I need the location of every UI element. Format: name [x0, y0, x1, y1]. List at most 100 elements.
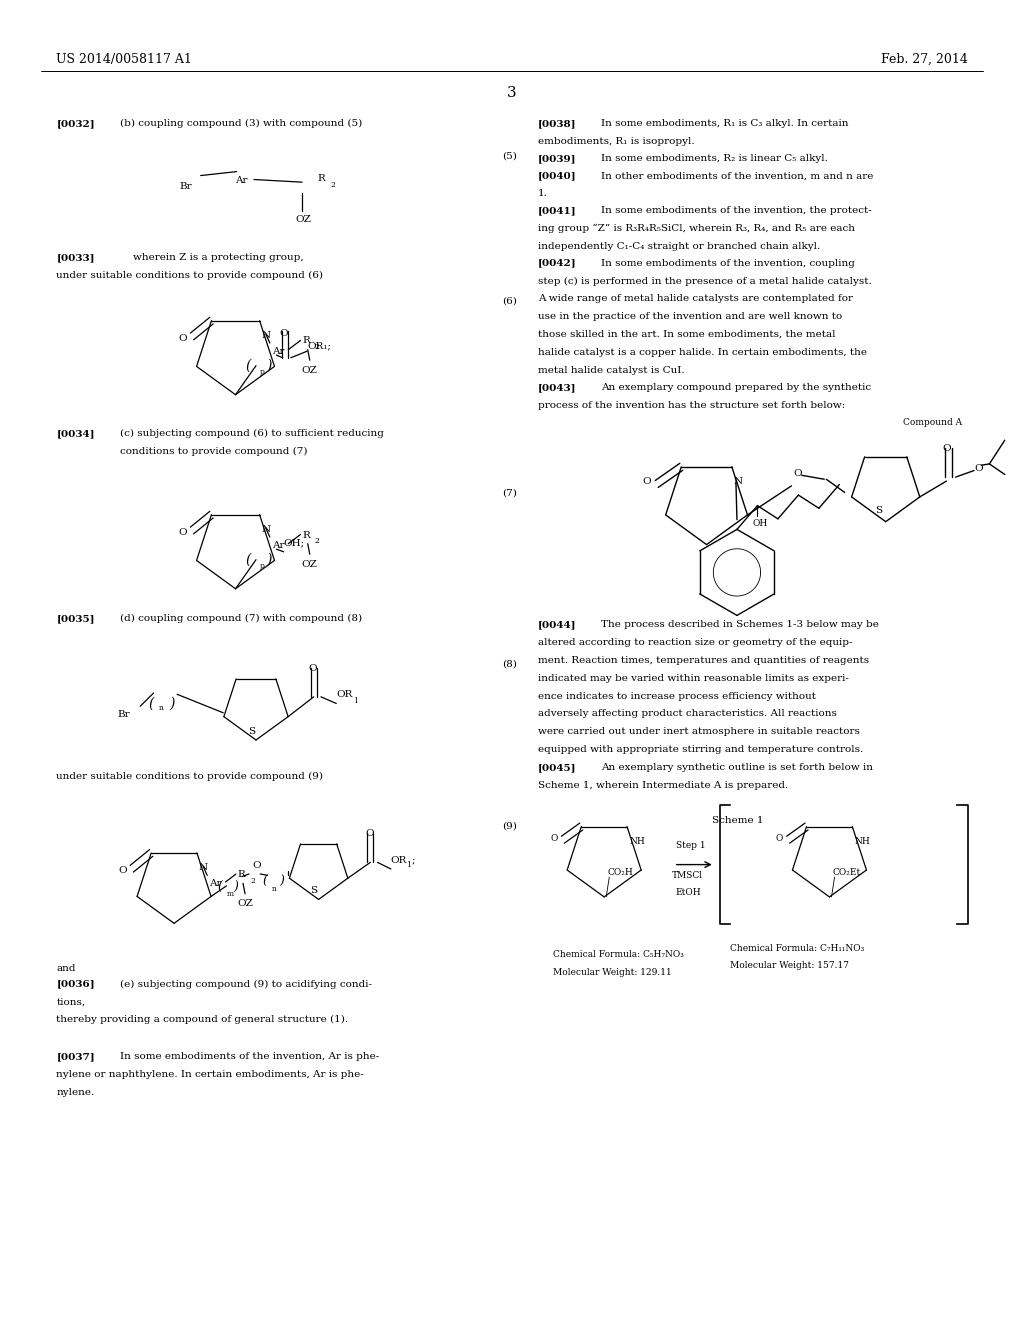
Text: The process described in Schemes 1-3 below may be: The process described in Schemes 1-3 bel… [601, 620, 879, 630]
Text: were carried out under inert atmosphere in suitable reactors: were carried out under inert atmosphere … [538, 727, 859, 737]
Text: US 2014/0058117 A1: US 2014/0058117 A1 [56, 53, 193, 66]
Text: OH: OH [753, 519, 768, 528]
Text: (d) coupling compound (7) with compound (8): (d) coupling compound (7) with compound … [120, 614, 361, 623]
Text: In some embodiments of the invention, the protect-: In some embodiments of the invention, th… [601, 206, 871, 215]
Text: independently C₁-C₄ straight or branched chain alkyl.: independently C₁-C₄ straight or branched… [538, 242, 820, 251]
Text: O: O [308, 664, 317, 673]
Text: O: O [551, 834, 558, 843]
Text: 2: 2 [250, 876, 255, 884]
Text: (c) subjecting compound (6) to sufficient reducing: (c) subjecting compound (6) to sufficien… [120, 429, 384, 438]
Text: conditions to provide compound (7): conditions to provide compound (7) [120, 446, 307, 455]
Text: In some embodiments, R₂ is linear C₅ alkyl.: In some embodiments, R₂ is linear C₅ alk… [601, 154, 828, 164]
Text: OZ: OZ [295, 215, 311, 224]
Text: 1: 1 [407, 861, 411, 869]
Text: [0041]: [0041] [538, 206, 577, 215]
Text: use in the practice of the invention and are well known to: use in the practice of the invention and… [538, 313, 842, 321]
Text: [0032]: [0032] [56, 119, 95, 128]
Text: In some embodiments of the invention, Ar is phe-: In some embodiments of the invention, Ar… [120, 1052, 379, 1061]
Text: n: n [271, 884, 276, 892]
Text: tions,: tions, [56, 998, 85, 1006]
Text: 2: 2 [331, 181, 336, 189]
Text: Ar: Ar [272, 541, 285, 550]
Text: OZ: OZ [302, 366, 317, 375]
Text: O: O [178, 334, 187, 343]
Text: Ar: Ar [236, 176, 248, 185]
Text: NH: NH [854, 837, 870, 846]
Text: equipped with appropriate stirring and temperature controls.: equipped with appropriate stirring and t… [538, 744, 863, 754]
Text: adversely affecting product characteristics. All reactions: adversely affecting product characterist… [538, 710, 837, 718]
Text: [0044]: [0044] [538, 620, 577, 630]
Text: Feb. 27, 2014: Feb. 27, 2014 [881, 53, 968, 66]
Text: wherein Z is a protecting group,: wherein Z is a protecting group, [120, 253, 303, 263]
Text: OR₁;: OR₁; [307, 342, 331, 351]
Text: An exemplary synthetic outline is set forth below in: An exemplary synthetic outline is set fo… [601, 763, 873, 772]
Text: OH;: OH; [284, 539, 305, 548]
Text: (5): (5) [502, 152, 517, 161]
Text: OZ: OZ [237, 899, 253, 908]
Text: [0036]: [0036] [56, 979, 95, 989]
Text: OR: OR [336, 690, 352, 700]
Text: Br: Br [118, 710, 130, 719]
Text: ): ) [266, 359, 271, 374]
Text: R: R [303, 337, 310, 346]
Text: metal halide catalyst is CuI.: metal halide catalyst is CuI. [538, 366, 684, 375]
Text: O: O [366, 829, 374, 838]
Text: p: p [260, 368, 265, 376]
Text: (b) coupling compound (3) with compound (5): (b) coupling compound (3) with compound … [120, 119, 362, 128]
Text: halide catalyst is a copper halide. In certain embodiments, the: halide catalyst is a copper halide. In c… [538, 348, 866, 356]
Text: Ar: Ar [209, 879, 222, 888]
Text: O: O [178, 528, 187, 537]
Text: 1: 1 [352, 697, 357, 705]
Text: ence indicates to increase process efficiency without: ence indicates to increase process effic… [538, 692, 815, 701]
Text: p: p [260, 562, 265, 570]
Text: [0034]: [0034] [56, 429, 95, 438]
Text: In other embodiments of the invention, m and n are: In other embodiments of the invention, m… [601, 172, 873, 181]
Text: ): ) [169, 697, 174, 711]
Text: (e) subjecting compound (9) to acidifying condi-: (e) subjecting compound (9) to acidifyin… [120, 979, 372, 989]
Text: CO₂H: CO₂H [607, 867, 633, 876]
Text: ): ) [266, 553, 271, 568]
Text: (8): (8) [502, 660, 517, 669]
Text: Chemical Formula: C₅H₇NO₃: Chemical Formula: C₅H₇NO₃ [553, 950, 684, 960]
Text: O: O [252, 861, 261, 870]
Text: [0040]: [0040] [538, 172, 577, 181]
Text: m: m [226, 890, 233, 898]
Text: O: O [794, 469, 802, 478]
Text: OR: OR [391, 855, 408, 865]
Text: OZ: OZ [302, 560, 317, 569]
Text: Scheme 1: Scheme 1 [712, 816, 763, 825]
Text: [0033]: [0033] [56, 253, 95, 263]
Text: O: O [280, 329, 288, 338]
Text: nylene.: nylene. [56, 1088, 94, 1097]
Text: ing group “Z” is R₃R₄R₅SiCl, wherein R₃, R₄, and R₅ are each: ing group “Z” is R₃R₄R₅SiCl, wherein R₃,… [538, 223, 855, 234]
Text: N: N [734, 478, 743, 486]
Text: An exemplary compound prepared by the synthetic: An exemplary compound prepared by the sy… [601, 383, 871, 392]
Text: [0043]: [0043] [538, 383, 577, 392]
Text: In some embodiments, R₁ is C₃ alkyl. In certain: In some embodiments, R₁ is C₃ alkyl. In … [601, 119, 849, 128]
Text: Br: Br [179, 182, 191, 191]
Text: (: ( [148, 697, 154, 711]
Text: ;: ; [412, 855, 415, 865]
Text: Chemical Formula: C₇H₁₁NO₃: Chemical Formula: C₇H₁₁NO₃ [730, 944, 864, 953]
Text: and: and [56, 964, 76, 973]
Text: N: N [199, 863, 208, 873]
Text: nylene or naphthylene. In certain embodiments, Ar is phe-: nylene or naphthylene. In certain embodi… [56, 1069, 365, 1078]
Text: step (c) is performed in the presence of a metal halide catalyst.: step (c) is performed in the presence of… [538, 277, 871, 285]
Text: thereby providing a compound of general structure (1).: thereby providing a compound of general … [56, 1015, 348, 1024]
Text: Compound A: Compound A [903, 418, 963, 428]
Text: Step 1: Step 1 [676, 841, 706, 850]
Text: In some embodiments of the invention, coupling: In some embodiments of the invention, co… [601, 259, 855, 268]
Text: (9): (9) [502, 821, 517, 830]
Text: S: S [876, 506, 883, 515]
Text: ): ) [233, 880, 239, 894]
Text: (: ( [246, 359, 251, 374]
Text: (7): (7) [502, 488, 517, 498]
Text: S: S [310, 886, 317, 895]
Text: 1.: 1. [538, 189, 548, 198]
Text: O: O [974, 463, 983, 473]
Text: (: ( [262, 875, 267, 888]
Text: TMSCl: TMSCl [672, 871, 702, 880]
Text: [0038]: [0038] [538, 119, 577, 128]
Text: [0037]: [0037] [56, 1052, 95, 1061]
Text: Molecular Weight: 157.17: Molecular Weight: 157.17 [730, 961, 849, 970]
